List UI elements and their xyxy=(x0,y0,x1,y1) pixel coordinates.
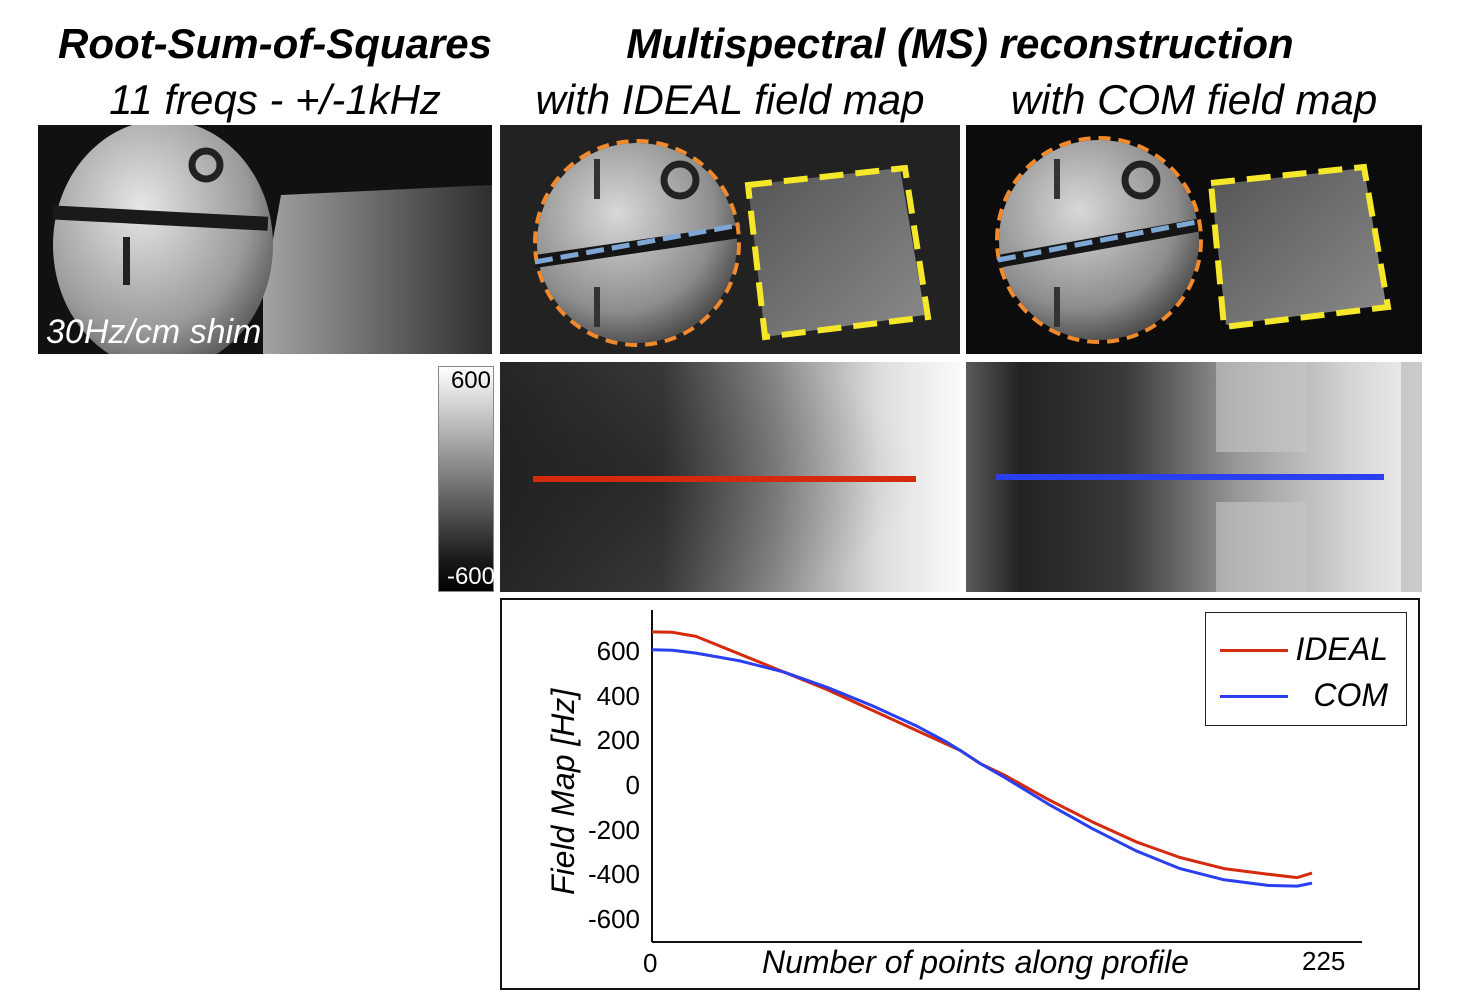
colorbar: 600 -600 xyxy=(438,366,495,592)
com-subtitle: with COM field map xyxy=(1010,76,1378,123)
y-tick-label: 200 xyxy=(596,725,640,756)
x-tick-0: 0 xyxy=(643,948,658,978)
colorbar-max-label: 600 xyxy=(450,367,491,394)
colorbar-min-label: -600 xyxy=(446,563,495,590)
ms-title: Multispectral (MS) reconstruction xyxy=(626,20,1294,67)
legend-item-ideal: IDEAL xyxy=(1220,629,1400,669)
ideal-subtitle: with IDEAL field map xyxy=(535,76,925,123)
legend-label-com: COM xyxy=(1313,677,1388,713)
ideal-field-map-panel xyxy=(500,362,960,592)
x-tick-225: 225 xyxy=(1302,946,1346,976)
y-tick-label: -200 xyxy=(587,814,640,845)
ms-ideal-image-panel xyxy=(500,125,960,354)
chart-legend: IDEAL COM xyxy=(1205,612,1407,726)
com-field-map-panel xyxy=(966,362,1422,592)
ms-com-image-panel xyxy=(966,125,1422,354)
y-tick-label: 600 xyxy=(596,636,640,666)
rss-subtitle: 11 freqs - +/-1kHz xyxy=(109,76,441,123)
shim-annotation: 30Hz/cm shim xyxy=(46,313,262,351)
y-tick-label: -400 xyxy=(587,859,640,890)
legend-item-com: COM xyxy=(1220,675,1400,715)
x-axis-label: Number of points along profile xyxy=(762,944,1189,980)
series-line-com xyxy=(651,648,1313,888)
y-tick-label: 400 xyxy=(596,680,640,711)
legend-swatch-com xyxy=(1220,695,1288,698)
y-tick-label: -600 xyxy=(587,904,640,934)
legend-swatch-ideal xyxy=(1220,649,1288,652)
y-tick-label: 0 xyxy=(625,770,640,800)
rss-title: Root-Sum-of-Squares xyxy=(58,20,492,67)
legend-label-ideal: IDEAL xyxy=(1295,631,1388,667)
rss-image-panel: 30Hz/cm shim xyxy=(38,125,492,354)
y-axis-label: Field Map [Hz] xyxy=(545,688,581,895)
